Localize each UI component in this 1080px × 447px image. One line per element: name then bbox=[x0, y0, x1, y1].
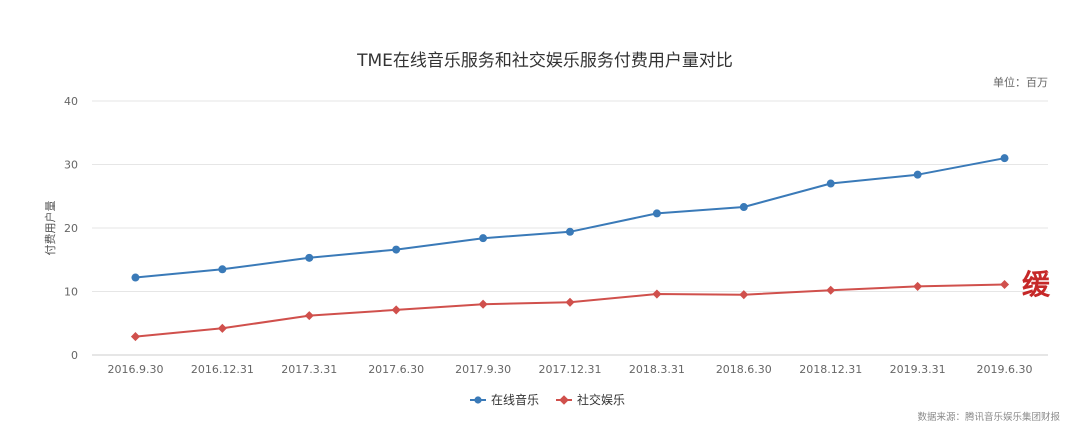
legend-label-online-music: 在线音乐 bbox=[491, 392, 539, 407]
series-layer bbox=[130, 154, 1010, 342]
y-tick-0: 0 bbox=[71, 349, 78, 362]
point-0-2019-3-31[interactable] bbox=[913, 170, 922, 179]
point-1-2016-12-31[interactable] bbox=[217, 323, 227, 333]
point-1-2017-3-31[interactable] bbox=[304, 311, 314, 321]
point-0-2017-3-31[interactable] bbox=[305, 253, 314, 262]
series-line-0 bbox=[135, 157, 1005, 279]
point-1-2018-3-31[interactable] bbox=[652, 289, 662, 299]
point-0-2018-3-31[interactable] bbox=[652, 209, 661, 218]
point-0-2016-12-31[interactable] bbox=[218, 265, 227, 274]
x-tick-2016-9-30: 2016.9.30 bbox=[107, 363, 163, 376]
legend: 在线音乐 社交娱乐 bbox=[470, 392, 625, 407]
point-1-2016-9-30[interactable] bbox=[130, 332, 140, 342]
point-1-2017-9-30[interactable] bbox=[478, 299, 488, 309]
legend-marker-social-entertainment bbox=[559, 395, 569, 405]
chart-title: TME在线音乐服务和社交娱乐服务付费用户量对比 bbox=[356, 51, 733, 71]
x-tick-2018-12-31: 2018.12.31 bbox=[799, 363, 862, 376]
series-0 bbox=[131, 154, 1009, 282]
legend-label-social-entertainment: 社交娱乐 bbox=[577, 392, 625, 407]
point-1-2017-12-31[interactable] bbox=[565, 297, 575, 307]
y-axis-label: 付费用户量 bbox=[43, 201, 57, 256]
x-tick-2017-12-31: 2017.12.31 bbox=[539, 363, 602, 376]
x-tick-2018-3-31: 2018.3.31 bbox=[629, 363, 685, 376]
x-tick-2016-12-31: 2016.12.31 bbox=[191, 363, 254, 376]
point-0-2017-9-30[interactable] bbox=[479, 234, 488, 243]
point-0-2017-12-31[interactable] bbox=[566, 227, 574, 236]
x-tick-2017-6-30: 2017.6.30 bbox=[368, 363, 424, 376]
point-0-2018-6-30[interactable] bbox=[739, 203, 748, 212]
x-tick-2017-3-31: 2017.3.31 bbox=[281, 363, 337, 376]
point-1-2018-12-31[interactable] bbox=[826, 285, 836, 295]
point-1-2019-3-31[interactable] bbox=[913, 281, 923, 291]
y-tick-40: 40 bbox=[64, 95, 78, 108]
y-tick-labels: 0 10 20 30 40 bbox=[64, 95, 78, 362]
point-0-2017-6-30[interactable] bbox=[392, 245, 401, 254]
x-tick-2019-6-30: 2019.6.30 bbox=[977, 363, 1033, 376]
y-tick-30: 30 bbox=[64, 159, 78, 172]
y-tick-20: 20 bbox=[64, 222, 78, 235]
legend-marker-online-music bbox=[474, 396, 482, 404]
annotation-callout: 缓 bbox=[1022, 268, 1051, 301]
x-tick-2018-6-30: 2018.6.30 bbox=[716, 363, 772, 376]
legend-item-social-entertainment[interactable]: 社交娱乐 bbox=[556, 392, 625, 407]
series-1 bbox=[130, 279, 1010, 342]
point-1-2019-6-30[interactable] bbox=[1000, 279, 1010, 290]
point-0-2018-12-31[interactable] bbox=[826, 179, 835, 188]
series-line-1 bbox=[135, 283, 1005, 338]
y-tick-10: 10 bbox=[64, 286, 78, 299]
x-tick-2017-9-30: 2017.9.30 bbox=[455, 363, 511, 376]
x-tick-labels: 2016.9.30 2016.12.31 2017.3.31 2017.6.30 201… bbox=[107, 363, 1032, 376]
legend-item-online-music[interactable]: 在线音乐 bbox=[470, 392, 539, 407]
x-tick-2019-3-31: 2019.3.31 bbox=[890, 363, 946, 376]
point-1-2018-6-30[interactable] bbox=[739, 290, 749, 300]
unit-label: 单位：百万 bbox=[993, 75, 1048, 89]
point-1-2017-6-30[interactable] bbox=[391, 305, 401, 315]
source-note: 数据来源：腾讯音乐娱乐集团财报 bbox=[917, 411, 1060, 423]
point-0-2019-6-30[interactable] bbox=[1000, 154, 1009, 163]
point-0-2016-9-30[interactable] bbox=[131, 273, 140, 282]
